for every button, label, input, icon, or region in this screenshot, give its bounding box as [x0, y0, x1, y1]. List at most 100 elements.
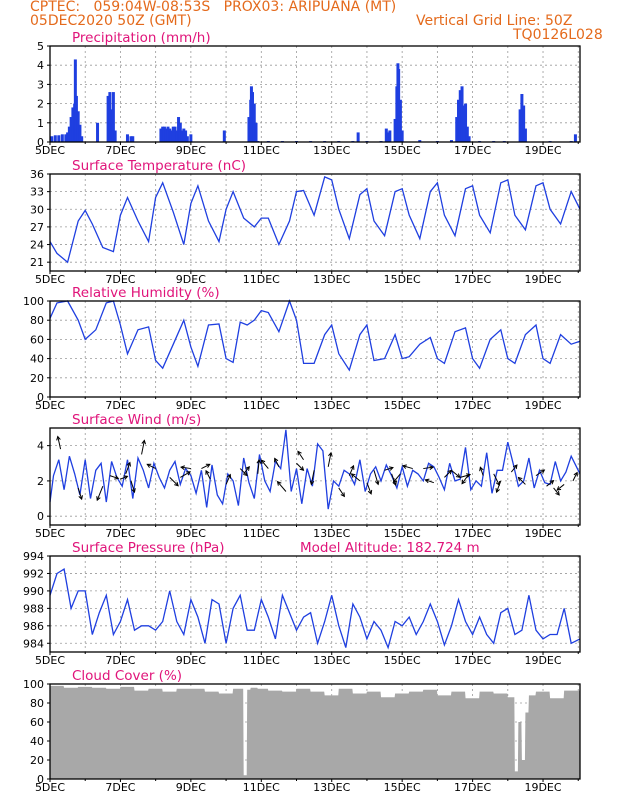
precip-bar	[184, 130, 188, 142]
temp-line	[49, 176, 581, 264]
precip-bar	[168, 128, 172, 142]
wind-xtick: 19DEC	[524, 527, 561, 540]
precip-bar	[67, 126, 71, 142]
temp-ytick: 33	[30, 186, 44, 199]
precip-bar	[162, 126, 166, 142]
wind-arrow	[180, 471, 191, 478]
pressure-title: Surface Pressure (hPa)	[72, 540, 225, 556]
precip-bar	[185, 136, 189, 142]
wind-title: Surface Wind (m/s)	[72, 412, 201, 428]
rh-ytick: 100	[23, 295, 44, 308]
wind-arrow-head	[243, 471, 248, 477]
precip-bar	[111, 92, 115, 142]
temp-ytick: 30	[30, 203, 44, 216]
precip-bar	[458, 90, 462, 142]
precip-bar	[159, 128, 163, 142]
wind-arrow	[141, 440, 145, 455]
wind-arrow	[393, 473, 401, 483]
wind-arrow	[205, 470, 211, 480]
precip-bar	[96, 122, 100, 142]
pressure-xtick: 19DEC	[524, 654, 561, 667]
wind-arrow	[493, 473, 500, 486]
precip-bar	[518, 109, 522, 142]
wind-arrow-head	[131, 488, 136, 494]
precip-bar	[80, 136, 84, 142]
wind-arrow-head	[297, 450, 302, 456]
precip-bar	[106, 95, 110, 142]
wind-arrow-head	[350, 464, 355, 470]
pressure-line	[49, 568, 581, 650]
wind-arrow-head	[517, 476, 523, 482]
precip-xtick: 15DEC	[384, 144, 421, 157]
precip-xtick: 13DEC	[313, 144, 350, 157]
precip-bar	[60, 134, 64, 142]
wind-frame	[49, 427, 581, 526]
precip-bar	[74, 95, 78, 142]
wind-arrow-head	[186, 471, 192, 476]
wind-arrow	[556, 484, 565, 491]
precip-bar	[171, 126, 175, 142]
precip-bar	[64, 134, 68, 142]
precip-bar	[110, 109, 114, 142]
precip-bar	[247, 117, 251, 142]
wind-arrow-head	[429, 465, 435, 470]
precip-bar	[397, 69, 401, 142]
wind-arrow	[77, 487, 83, 500]
rh-xtick: 13DEC	[313, 399, 350, 412]
wind-arrow-head	[461, 479, 466, 485]
precip-bar	[175, 130, 179, 142]
cloud-ytick: 60	[30, 716, 44, 729]
precip-bar	[393, 118, 397, 142]
cloud-xtick: 7DEC	[105, 781, 135, 794]
wind-arrow-head	[549, 479, 555, 485]
rh-xtick: 9DEC	[176, 399, 206, 412]
wind-xtick: 13DEC	[313, 527, 350, 540]
precip-frame	[49, 45, 581, 143]
precip-bar	[50, 136, 54, 142]
wind-arrow	[120, 475, 128, 480]
wind-arrow	[243, 466, 250, 475]
wind-panel	[47, 427, 581, 528]
wind-ytick: 4	[37, 440, 44, 453]
temp-panel	[47, 173, 581, 274]
wind-arrow-head	[388, 466, 394, 471]
wind-arrow-head	[555, 490, 560, 496]
temp-xtick: 9DEC	[176, 273, 206, 286]
pressure-ytick: 994	[23, 550, 44, 563]
precip-ytick: 3	[37, 78, 44, 91]
wind-arrow-head	[260, 459, 266, 465]
precip-bar	[177, 117, 181, 142]
precip-bar	[462, 105, 466, 142]
header-grid-line: Vertical Grid Line: 50Z	[416, 13, 573, 29]
pressure-xtick: 7DEC	[105, 654, 135, 667]
wind-arrow	[338, 487, 345, 497]
wind-arrow	[444, 470, 452, 478]
precip-title: Precipitation (mm/h)	[72, 30, 211, 46]
wind-arrow	[225, 474, 231, 485]
wind-arrow-head	[274, 457, 279, 463]
wind-arrow-head	[455, 473, 461, 478]
wind-arrow	[348, 465, 354, 476]
wind-arrow	[277, 481, 287, 492]
precip-bar	[386, 132, 390, 142]
pressure-ytick: 986	[23, 620, 44, 633]
wind-arrow-head	[205, 463, 211, 468]
precip-bar	[356, 132, 360, 142]
temp-xtick: 15DEC	[384, 273, 421, 286]
rh-ytick: 40	[30, 353, 44, 366]
rh-xtick: 7DEC	[105, 399, 135, 412]
wind-arrow-head	[299, 466, 305, 472]
wind-arrow	[310, 470, 315, 485]
rh-xtick: 11DEC	[243, 399, 280, 412]
pressure-xtick: 5DEC	[35, 654, 65, 667]
wind-arrow-head	[174, 481, 179, 487]
cloud-area	[50, 685, 580, 779]
wind-arrow-head	[424, 478, 430, 484]
precip-bar	[520, 94, 524, 142]
rh-ytick: 20	[30, 372, 44, 385]
wind-arrow	[425, 479, 435, 484]
precip-bar	[182, 128, 186, 142]
precip-bar	[252, 103, 256, 142]
precip-xtick: 17DEC	[454, 144, 491, 157]
precip-ytick: 4	[37, 59, 44, 72]
